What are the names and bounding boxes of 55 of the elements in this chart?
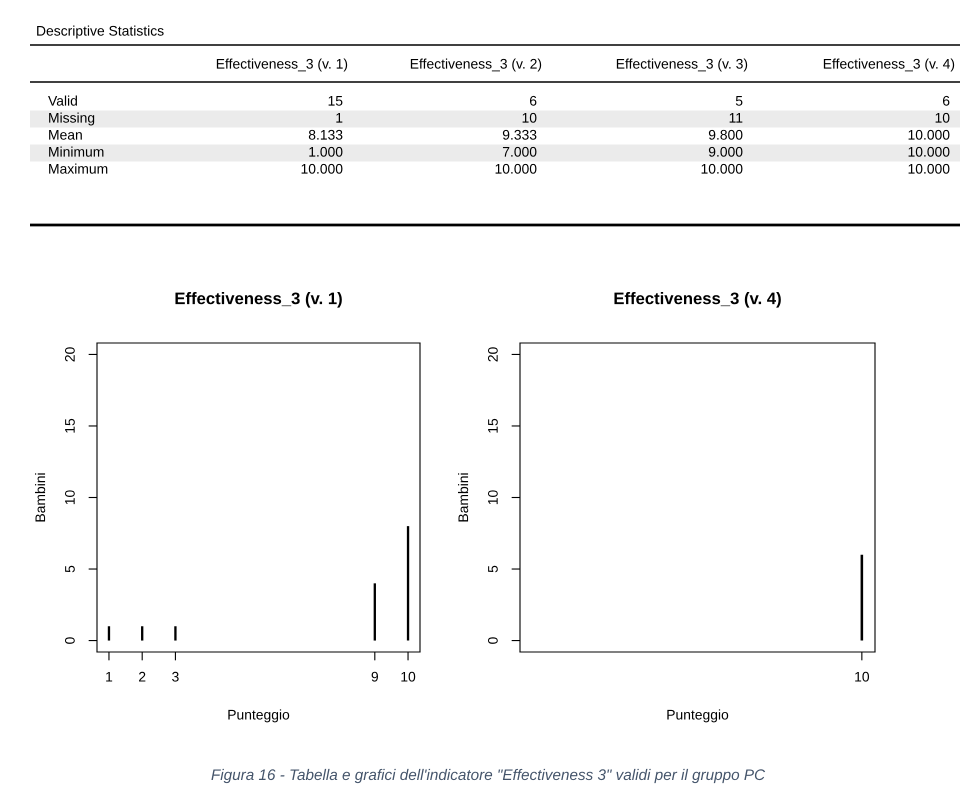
category-label: Effectiveness_3 (v. 2): [410, 58, 542, 72]
text: 10: [936, 112, 950, 123]
text: 1.000: [309, 146, 342, 157]
text: 5: [736, 96, 742, 106]
bar: [141, 626, 144, 641]
x-axis-title: Punteggio: [228, 709, 290, 722]
bar: [374, 583, 376, 641]
x-tick-label: 1: [106, 672, 112, 682]
y-tick-label: 20: [64, 347, 75, 362]
text: 10.000: [496, 164, 536, 174]
y-tick-label: 15: [65, 418, 75, 433]
y-tick-label: 0: [64, 637, 75, 644]
text: 11: [730, 113, 742, 123]
category-label: Missing: [49, 112, 94, 126]
category-label: Minimum: [49, 146, 104, 157]
text: 9.800: [708, 130, 742, 140]
text: 7.000: [502, 146, 536, 157]
y-axis-title: Bambini: [34, 473, 46, 522]
category-label: Mean: [49, 130, 82, 140]
text: 9.333: [502, 130, 536, 140]
category-label: Effectiveness_3 (v. 1): [216, 58, 348, 72]
y-axis-title: Bambini: [458, 473, 468, 522]
text: 10.000: [908, 130, 950, 140]
x-tick-label: 10: [855, 672, 870, 682]
text: 6: [942, 96, 950, 106]
y-tick-label: 5: [65, 566, 75, 572]
y-tick-label: 10: [64, 490, 75, 504]
chart-title: Effectiveness_3 (v. 1): [175, 292, 342, 308]
text: 10: [522, 112, 536, 123]
category-label: Effectiveness_3 (v. 4): [824, 58, 954, 72]
text: 8.133: [308, 130, 342, 140]
text: 10.000: [908, 146, 950, 157]
y-tick-label: 5: [488, 566, 498, 572]
text: 6: [530, 96, 536, 106]
x-tick-label: 9: [372, 672, 378, 682]
x-tick-label: 10: [401, 672, 416, 682]
x-tick-label: 2: [139, 672, 146, 682]
text: 10.000: [302, 164, 342, 174]
y-tick-label: 0: [488, 637, 498, 644]
text: Descriptive Statistics: [37, 26, 164, 38]
chart-title: Effectiveness_3 (v. 4): [614, 292, 781, 308]
y-tick-label: 20: [488, 347, 498, 362]
text: Figura 16 - Tabella e grafici dell'indicatore "Effectiveness 3" validi per il gruppo PC: [211, 768, 766, 784]
category-label: Maximum: [49, 164, 108, 174]
text: 15: [328, 96, 342, 106]
y-tick-label: 10: [488, 490, 498, 504]
x-tick-label: 3: [172, 672, 179, 682]
text: 1: [336, 113, 342, 123]
text: 9.000: [708, 146, 742, 157]
text: 10.000: [908, 164, 950, 174]
x-axis-title: Punteggio: [667, 709, 728, 722]
category-label: Effectiveness_3 (v. 3): [616, 58, 748, 72]
text: 10.000: [702, 164, 742, 174]
category-label: Valid: [48, 96, 77, 106]
y-tick-label: 15: [488, 418, 498, 433]
